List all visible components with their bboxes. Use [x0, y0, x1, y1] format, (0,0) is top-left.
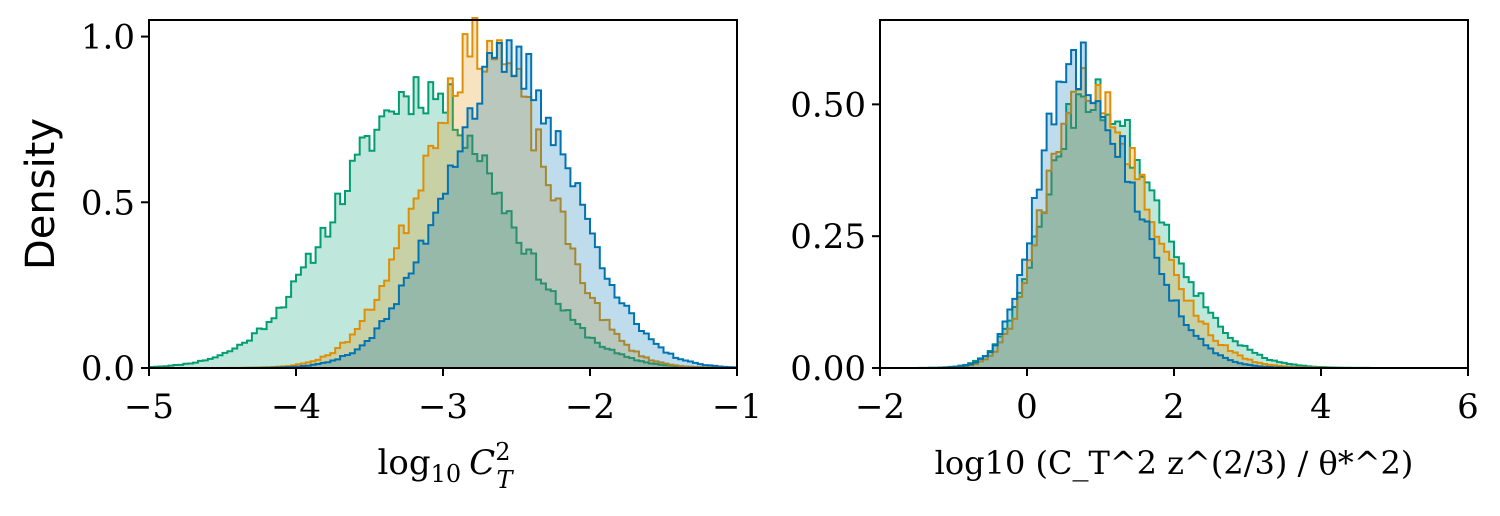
- left-xlabel-sub: 10: [431, 460, 462, 488]
- left-y-tick-label: 0.0: [81, 349, 135, 389]
- right-histogram-series: [879, 41, 1468, 369]
- left-y-tick-label: 1.0: [81, 18, 135, 58]
- left-series-green-outline: [148, 76, 738, 369]
- right-y-tick-label: 0.50: [790, 85, 866, 125]
- right-y-tick-label: 0.00: [790, 349, 866, 389]
- left-x-tick-label: −1: [712, 387, 762, 427]
- right-x-tick-label: 2: [1163, 387, 1185, 427]
- left-x-tick-label: −3: [418, 387, 468, 427]
- right-x-tick-label: 6: [1457, 387, 1479, 427]
- left-histogram-panel: −5 −4 −3 −2 −1 0.0 0.5 1.0 Density log10 C2 T: [18, 17, 762, 494]
- left-histogram-series: [148, 17, 738, 369]
- right-x-tick-label: −2: [855, 387, 905, 427]
- left-series-blue-fill: [149, 40, 737, 369]
- right-series-orange-fill: [880, 68, 1468, 369]
- left-x-tick-label: −4: [271, 387, 321, 427]
- right-histogram-panel: −2 0 2 4 6 0.00 0.25 0.50 log10 (C_T^2 z^(2/3) …: [790, 19, 1479, 482]
- right-x-tick-label: 0: [1016, 387, 1038, 427]
- right-x-axis-label: log10 (C_T^2 z^(2/3) / θ*^2): [935, 444, 1414, 482]
- left-xlabel-log: log: [378, 443, 431, 483]
- right-x-tick-label: 4: [1310, 387, 1332, 427]
- left-x-tick-label: −5: [124, 387, 174, 427]
- right-axis-ticks: −2 0 2 4 6 0.00 0.25 0.50: [790, 85, 1479, 427]
- left-xlabel-var: C: [469, 443, 495, 483]
- left-axis-ticks: −5 −4 −3 −2 −1 0.0 0.5 1.0: [81, 18, 762, 427]
- left-y-tick-label: 0.5: [81, 183, 135, 223]
- left-xlabel-varsub: T: [496, 466, 514, 494]
- left-series-green-fill: [149, 77, 737, 369]
- left-xlabel-sup: 2: [495, 438, 510, 466]
- left-y-axis-label: Density: [18, 118, 64, 270]
- right-series-blue-fill: [880, 42, 1468, 368]
- right-y-tick-label: 0.25: [790, 217, 866, 257]
- right-series-green-fill: [880, 79, 1468, 368]
- left-x-tick-label: −2: [565, 387, 615, 427]
- left-x-axis-label: log10 C2 T: [378, 438, 515, 494]
